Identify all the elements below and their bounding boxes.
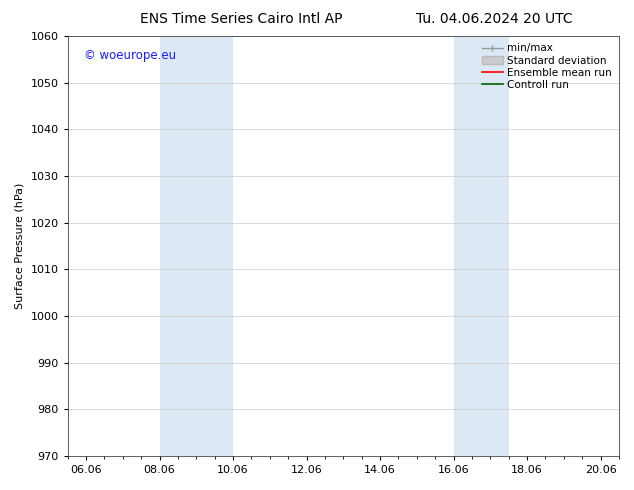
Legend: min/max, Standard deviation, Ensemble mean run, Controll run: min/max, Standard deviation, Ensemble me… [478, 39, 616, 94]
Bar [160, 36, 233, 456]
Y-axis label: Surface Pressure (hPa): Surface Pressure (hPa) [15, 183, 25, 309]
Text: Tu. 04.06.2024 20 UTC: Tu. 04.06.2024 20 UTC [416, 12, 573, 26]
Text: © woeurope.eu: © woeurope.eu [84, 49, 176, 62]
Text: ENS Time Series Cairo Intl AP: ENS Time Series Cairo Intl AP [139, 12, 342, 26]
Bar [453, 36, 508, 456]
